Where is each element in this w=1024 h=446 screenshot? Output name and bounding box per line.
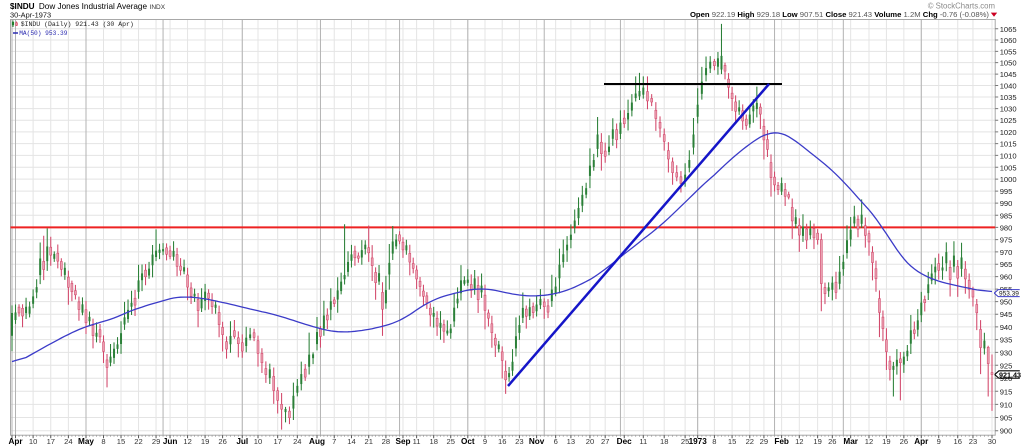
svg-text:1020: 1020 [1000,128,1017,137]
svg-text:921.43: 921.43 [999,370,1021,379]
svg-text:19: 19 [813,437,821,446]
svg-text:26: 26 [828,437,836,446]
svg-text:1000: 1000 [1000,175,1017,184]
svg-text:Jun: Jun [163,437,178,446]
svg-text:10: 10 [254,437,262,446]
svg-text:8: 8 [712,437,716,446]
svg-text:22: 22 [746,437,754,446]
svg-text:Oct: Oct [461,437,475,446]
svg-text:30: 30 [988,437,996,446]
svg-text:MA(50) 953.39: MA(50) 953.39 [19,30,68,37]
svg-text:25: 25 [681,437,689,446]
svg-text:10: 10 [29,437,37,446]
svg-text:29: 29 [152,437,160,446]
svg-text:1065: 1065 [1000,25,1017,34]
svg-text:1030: 1030 [1000,105,1017,114]
svg-text:953.39: 953.39 [999,291,1019,298]
svg-text:15: 15 [117,437,125,446]
svg-text:930: 930 [1000,348,1013,357]
svg-text:1005: 1005 [1000,163,1017,172]
svg-text:12: 12 [795,437,803,446]
svg-text:Nov: Nov [529,437,545,446]
svg-text:940: 940 [1000,323,1013,332]
svg-text:23: 23 [969,437,977,446]
svg-text:9: 9 [937,437,941,446]
svg-text:935: 935 [1000,336,1013,345]
svg-text:6: 6 [554,437,558,446]
svg-text:12: 12 [183,437,191,446]
svg-text:13: 13 [567,437,575,446]
svg-text:17: 17 [273,437,281,446]
svg-text:990: 990 [1000,199,1013,208]
svg-text:995: 995 [1000,187,1013,196]
svg-text:Open 922.19 High 929.18 Low 90: Open 922.19 High 929.18 Low 907.51 Close… [690,10,989,19]
svg-text:26: 26 [900,437,908,446]
svg-text:Dec: Dec [617,437,632,446]
svg-text:20: 20 [586,437,594,446]
svg-text:8: 8 [101,437,105,446]
svg-text:Apr: Apr [8,437,23,446]
svg-text:16: 16 [953,437,961,446]
svg-text:12: 12 [865,437,873,446]
svg-text:$INDU (Daily) 921.43 (30 Apr): $INDU (Daily) 921.43 (30 Apr) [21,21,134,28]
svg-text:© StockCharts.com: © StockCharts.com [928,2,995,11]
svg-text:Apr: Apr [914,437,929,446]
svg-text:18: 18 [660,437,668,446]
svg-text:9: 9 [483,437,487,446]
svg-text:925: 925 [1000,361,1013,370]
svg-text:19: 19 [201,437,209,446]
svg-text:May: May [78,437,94,446]
svg-text:17: 17 [47,437,55,446]
svg-text:965: 965 [1000,260,1013,269]
svg-text:1015: 1015 [1000,140,1017,149]
svg-text:16: 16 [498,437,506,446]
svg-text:25: 25 [446,437,454,446]
svg-text:945: 945 [1000,310,1013,319]
svg-text:26: 26 [218,437,226,446]
svg-text:970: 970 [1000,248,1013,257]
svg-text:23: 23 [515,437,523,446]
svg-text:18: 18 [429,437,437,446]
svg-text:1010: 1010 [1000,151,1017,160]
svg-text:24: 24 [293,437,301,446]
svg-text:Feb: Feb [774,437,789,446]
svg-text:7: 7 [332,437,336,446]
svg-text:29: 29 [760,437,768,446]
svg-text:1050: 1050 [1000,59,1017,68]
svg-text:915: 915 [1000,387,1013,396]
svg-text:24: 24 [64,437,72,446]
svg-text:30-Apr-1973: 30-Apr-1973 [10,11,51,20]
svg-text:1973: 1973 [689,437,708,446]
svg-text:28: 28 [382,437,390,446]
svg-text:$INDU Dow Jones Industrial Ave: $INDU Dow Jones Industrial Average INDX [10,2,166,11]
svg-text:900: 900 [1000,427,1013,436]
svg-text:980: 980 [1000,223,1013,232]
svg-text:Mar: Mar [843,437,858,446]
svg-text:21: 21 [364,437,372,446]
svg-text:1045: 1045 [1000,70,1017,79]
svg-text:11: 11 [639,437,647,446]
svg-text:19: 19 [882,437,890,446]
svg-text:905: 905 [1000,413,1013,422]
svg-text:1025: 1025 [1000,116,1017,125]
svg-text:Jul: Jul [236,437,248,446]
svg-text:910: 910 [1000,400,1013,409]
svg-text:1055: 1055 [1000,47,1017,56]
svg-text:Sep: Sep [395,437,410,446]
svg-text:27: 27 [601,437,609,446]
svg-text:11: 11 [413,437,421,446]
svg-text:15: 15 [728,437,736,446]
svg-text:14: 14 [347,437,355,446]
svg-text:22: 22 [134,437,142,446]
svg-text:Aug: Aug [309,437,325,446]
svg-text:1060: 1060 [1000,36,1017,45]
svg-text:975: 975 [1000,236,1013,245]
svg-text:985: 985 [1000,211,1013,220]
svg-text:960: 960 [1000,273,1013,282]
svg-text:1040: 1040 [1000,82,1017,91]
svg-text:1035: 1035 [1000,93,1017,102]
svg-text:950: 950 [1000,298,1013,307]
